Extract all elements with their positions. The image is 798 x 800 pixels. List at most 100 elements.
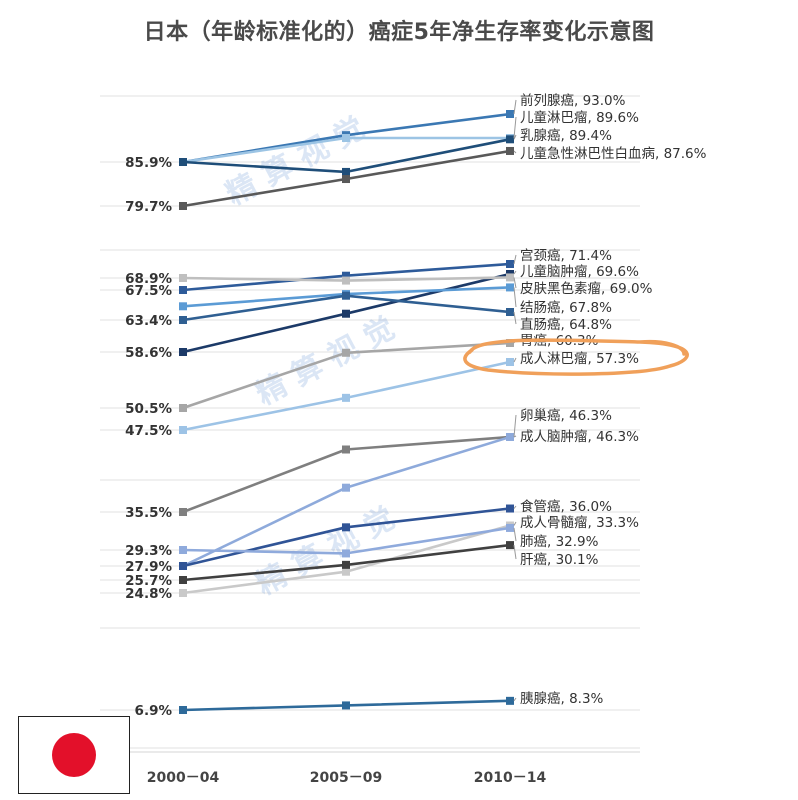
end-series-label: 结肠癌, 67.8% [520, 300, 612, 316]
data-point-肺癌 [506, 523, 514, 532]
end-series-label: 肝癌, 30.1% [520, 552, 599, 568]
data-point-儿童脑肿瘤 [342, 309, 350, 318]
end-series-label: 儿童淋巴瘤, 89.6% [520, 109, 639, 126]
label-leader [513, 254, 517, 265]
end-series-label: 儿童脑肿瘤, 69.6% [520, 263, 639, 280]
start-value-label: 79.7% [125, 199, 172, 215]
end-series-label: 成人脑肿瘤, 46.3% [520, 428, 639, 445]
end-series-label: 成人淋巴瘤, 57.3% [520, 350, 639, 367]
data-point-成人骨髓瘤 [179, 589, 187, 597]
start-value-label: 63.4% [125, 313, 172, 329]
highlight-oval [463, 338, 689, 376]
data-point-乳腺癌 [179, 158, 187, 166]
label-leader [513, 99, 517, 115]
data-point-直肠癌 [506, 308, 514, 316]
data-point-胰腺癌 [179, 706, 187, 714]
start-value-label: 68.9% [125, 271, 172, 287]
data-point-肝癌 [506, 541, 514, 550]
data-point-成人脑肿瘤 [506, 433, 514, 441]
label-leader [513, 435, 517, 438]
end-series-label: 成人骨髓瘤, 33.3% [520, 514, 639, 531]
data-point-成人淋巴瘤 [179, 426, 187, 434]
end-series-label: 直肠癌, 64.8% [520, 317, 612, 333]
data-point-胰腺癌 [506, 696, 514, 705]
flag-red-circle [52, 733, 96, 777]
data-point-宫颈癌 [506, 260, 514, 268]
data-point-前列腺癌 [506, 110, 514, 118]
label-leader [513, 311, 517, 325]
label-leader [513, 357, 517, 363]
data-point-宫颈癌 [179, 286, 187, 294]
data-point-成人骨髓瘤 [342, 567, 350, 576]
data-point-成人脑肿瘤 [342, 483, 350, 492]
data-point-卵巢癌 [179, 508, 187, 516]
series-markers [179, 110, 514, 714]
data-point-儿童脑肿瘤 [179, 348, 187, 356]
start-value-label: 85.9% [125, 155, 172, 171]
x-tick-label: 2000－04 [147, 770, 220, 786]
label-leader [513, 545, 517, 560]
end-series-label: 食管癌, 36.0% [520, 498, 612, 515]
end-series-labels: 前列腺癌, 93.0%儿童淋巴瘤, 89.6% 乳腺癌, 89.4%儿童急性淋巴性… [513, 92, 707, 707]
end-series-label: 宫颈癌, 71.4% [520, 248, 612, 264]
data-point-肺癌 [342, 549, 350, 558]
start-value-label: 29.3% [125, 543, 172, 559]
data-point-食管癌 [179, 562, 187, 570]
end-series-label: 皮肤黑色素瘤, 69.0% [520, 280, 653, 297]
start-value-label: 47.5% [125, 423, 172, 439]
x-axis: 2000－04 2005－09 2010－14 [100, 751, 640, 786]
label-leader [513, 277, 517, 289]
end-series-label: 肺癌, 32.9% [520, 534, 599, 550]
start-value-label: 35.5% [125, 505, 172, 521]
start-value-label: 24.8% [125, 586, 172, 602]
data-point-皮肤黑色素瘤 [179, 274, 187, 282]
data-point-成人淋巴瘤 [342, 393, 350, 402]
label-leader [513, 134, 517, 140]
data-point-食管癌 [342, 523, 350, 532]
label-leader [513, 116, 517, 139]
label-leader [513, 287, 517, 308]
chart-title: 日本（年龄标准化的）癌症5年净生存率变化示意图 [143, 20, 655, 45]
data-point-胃癌 [179, 404, 187, 412]
data-point-胃癌 [506, 339, 514, 347]
data-point-皮肤黑色素瘤 [506, 273, 514, 282]
data-point-结肠癌 [506, 283, 514, 292]
start-value-label: 58.6% [125, 345, 172, 361]
data-point-肝癌 [342, 560, 350, 569]
data-point-直肠癌 [342, 291, 350, 300]
label-leader [513, 150, 517, 154]
start-value-labels: 85.9% 79.7% 68.9%67.5% 63.4% 58.6% 50.5% 47.5%… [125, 155, 172, 719]
data-point-胰腺癌 [342, 701, 350, 710]
x-tick-label: 2010－14 [474, 770, 547, 786]
end-series-label: 乳腺癌, 89.4% [520, 128, 612, 144]
start-value-label: 25.7% [125, 573, 172, 589]
data-point-胃癌 [342, 348, 350, 357]
start-value-label: 27.9% [125, 559, 172, 575]
data-point-卵巢癌 [342, 445, 350, 454]
data-point-肝癌 [179, 576, 187, 584]
data-point-乳腺癌 [506, 135, 514, 144]
data-point-儿童急性淋巴性白血病 [342, 175, 350, 184]
label-leader [513, 270, 517, 275]
highlight-annotation [463, 338, 689, 376]
label-leader [513, 527, 517, 542]
label-leader [513, 414, 517, 438]
data-point-食管癌 [506, 504, 514, 513]
watermark-text: 精 算 视 觉 [251, 311, 401, 413]
data-point-结肠癌 [179, 302, 187, 311]
end-series-label: 前列腺癌, 93.0% [520, 92, 626, 109]
japan-flag-icon [18, 716, 130, 794]
label-leader [513, 505, 517, 509]
data-point-皮肤黑色素瘤 [342, 276, 350, 285]
data-point-儿童急性淋巴性白血病 [179, 202, 187, 210]
data-point-儿童急性淋巴性白血病 [506, 146, 514, 155]
start-value-label: 50.5% [125, 401, 172, 417]
label-leader [513, 697, 517, 702]
data-point-宫颈癌 [342, 271, 350, 280]
start-value-label: 6.9% [135, 703, 173, 719]
data-point-乳腺癌 [342, 167, 350, 176]
start-value-label: 67.5% [125, 283, 172, 299]
data-point-肺癌 [179, 546, 187, 554]
x-tick-label: 2005－09 [310, 770, 382, 786]
